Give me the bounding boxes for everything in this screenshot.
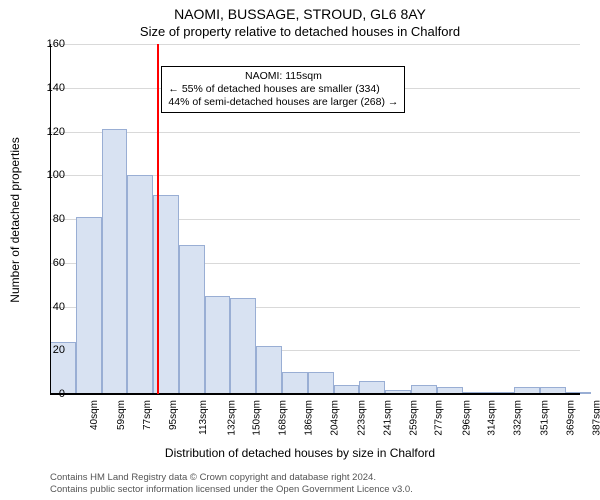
plot-area: NAOMI: 115sqm ← 55% of detached houses a… — [50, 44, 580, 394]
x-tick-label: 113sqm — [198, 400, 209, 435]
histogram-bar — [179, 245, 205, 394]
histogram-bar — [308, 372, 334, 394]
histogram-bar — [102, 129, 128, 394]
histogram-bar — [256, 346, 282, 394]
y-tick-label: 60 — [35, 257, 65, 269]
x-tick-label: 95sqm — [168, 400, 179, 430]
x-tick-label: 40sqm — [89, 400, 100, 430]
y-tick-label: 160 — [35, 38, 65, 50]
x-tick-label: 332sqm — [513, 400, 524, 436]
y-axis-label: Number of detached properties — [8, 137, 22, 302]
footer-line-2: Contains public sector information licen… — [50, 484, 413, 496]
footer-attribution: Contains HM Land Registry data © Crown c… — [50, 472, 413, 496]
histogram-chart: NAOMI, BUSSAGE, STROUD, GL6 8AY Size of … — [0, 0, 600, 500]
x-tick-label: 223sqm — [357, 400, 368, 436]
x-tick-label: 241sqm — [382, 400, 393, 436]
chart-title-main: NAOMI, BUSSAGE, STROUD, GL6 8AY — [0, 6, 600, 22]
y-tick-label: 40 — [35, 301, 65, 313]
marker-info-box: NAOMI: 115sqm ← 55% of detached houses a… — [161, 66, 405, 113]
x-tick-label: 59sqm — [116, 400, 127, 430]
info-line-2: ← 55% of detached houses are smaller (33… — [168, 83, 398, 96]
x-tick-label: 77sqm — [142, 400, 153, 430]
x-tick-label: 259sqm — [408, 400, 419, 436]
x-axis-line — [50, 393, 580, 394]
histogram-bar — [76, 217, 102, 394]
histogram-bar — [205, 296, 231, 394]
y-tick-label: 140 — [35, 82, 65, 94]
y-tick-label: 0 — [35, 388, 65, 400]
footer-line-1: Contains HM Land Registry data © Crown c… — [50, 472, 413, 484]
x-tick-label: 150sqm — [252, 400, 263, 436]
x-tick-label: 204sqm — [329, 400, 340, 436]
histogram-bar — [230, 298, 256, 394]
x-tick-label: 186sqm — [304, 400, 315, 436]
y-tick-label: 100 — [35, 169, 65, 181]
info-line-3: 44% of semi-detached houses are larger (… — [168, 96, 398, 109]
chart-title-sub: Size of property relative to detached ho… — [0, 24, 600, 39]
y-tick-label: 120 — [35, 126, 65, 138]
y-tick-label: 80 — [35, 213, 65, 225]
x-axis-label: Distribution of detached houses by size … — [0, 446, 600, 460]
x-tick-label: 132sqm — [226, 400, 237, 436]
histogram-bar — [127, 175, 153, 394]
histogram-bar — [282, 372, 308, 394]
x-tick-label: 369sqm — [566, 400, 577, 436]
x-tick-label: 296sqm — [461, 400, 472, 436]
x-tick-label: 277sqm — [434, 400, 445, 436]
x-tick-label: 314sqm — [487, 400, 498, 436]
y-tick-label: 20 — [35, 344, 65, 356]
x-tick-label: 351sqm — [540, 400, 551, 436]
x-tick-label: 387sqm — [592, 400, 600, 436]
marker-line — [157, 44, 159, 394]
gridline — [50, 394, 580, 395]
x-tick-label: 168sqm — [278, 400, 289, 436]
info-line-1: NAOMI: 115sqm — [168, 70, 398, 83]
